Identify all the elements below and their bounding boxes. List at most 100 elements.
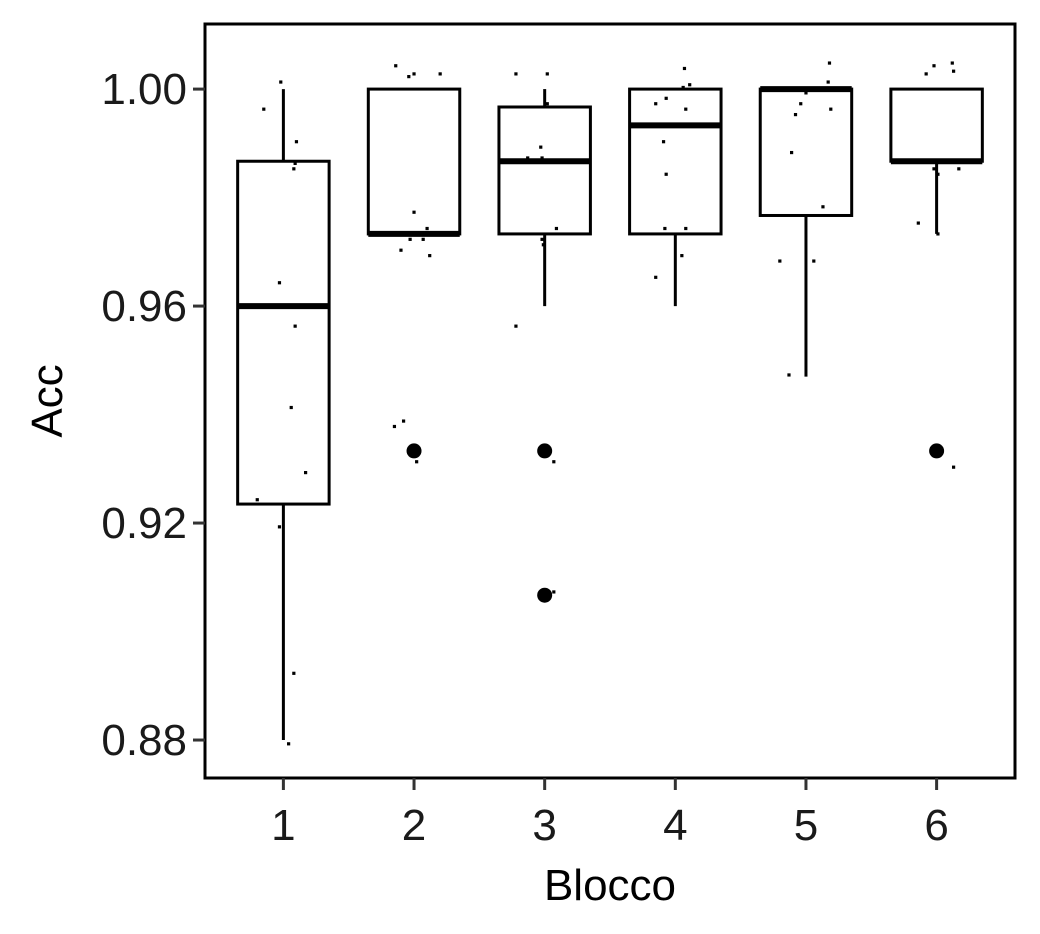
jitter-point bbox=[514, 324, 518, 328]
jitter-point bbox=[916, 221, 920, 225]
box bbox=[628, 87, 723, 236]
jitter-point bbox=[292, 671, 296, 675]
jitter-point bbox=[293, 161, 297, 166]
jitter-point bbox=[787, 373, 791, 377]
jitter-points bbox=[255, 61, 961, 746]
jitter-point bbox=[681, 85, 685, 90]
jitter-point bbox=[793, 112, 798, 117]
jitter-point bbox=[277, 525, 282, 529]
jitter-point bbox=[826, 80, 830, 84]
x-axis: 1 2 3 4 5 6 bbox=[271, 778, 949, 850]
jitter-point bbox=[293, 324, 297, 328]
jitter-point bbox=[279, 80, 283, 84]
jitter-point bbox=[541, 243, 545, 247]
jitter-point bbox=[514, 72, 518, 76]
jitter-point bbox=[412, 210, 416, 214]
jitter-point bbox=[957, 167, 961, 171]
jitter-point bbox=[421, 237, 425, 241]
jitter-point bbox=[554, 226, 559, 231]
y-axis-title: Acc bbox=[23, 364, 72, 437]
jitter-point bbox=[289, 405, 293, 410]
jitter-point bbox=[552, 590, 556, 594]
jitter-point bbox=[936, 172, 940, 176]
jitter-point bbox=[821, 205, 825, 209]
jitter-point bbox=[394, 64, 398, 68]
x-tick-label: 6 bbox=[924, 801, 948, 850]
jitter-point bbox=[661, 140, 666, 144]
jitter-point bbox=[664, 96, 668, 100]
box-group-2 bbox=[366, 87, 462, 459]
jitter-point bbox=[778, 259, 782, 263]
chart-marks bbox=[236, 61, 984, 746]
jitter-point bbox=[827, 61, 832, 65]
jitter-point bbox=[428, 254, 432, 258]
box bbox=[889, 87, 984, 163]
jitter-point bbox=[540, 237, 544, 241]
box-group-4 bbox=[628, 87, 723, 307]
jitter-point bbox=[540, 156, 544, 160]
outlier-point bbox=[537, 587, 553, 603]
jitter-point bbox=[932, 167, 936, 171]
jitter-point bbox=[545, 102, 549, 106]
jitter-point bbox=[663, 226, 667, 231]
y-tick-label: 0.92 bbox=[101, 499, 187, 548]
jitter-point bbox=[255, 498, 259, 502]
jitter-point bbox=[950, 61, 954, 65]
jitter-point bbox=[799, 102, 803, 106]
box bbox=[497, 105, 592, 236]
y-tick-label: 1.00 bbox=[101, 65, 187, 114]
jitter-point bbox=[951, 69, 956, 73]
x-tick-label: 1 bbox=[271, 801, 295, 850]
outlier-point bbox=[537, 443, 553, 459]
jitter-point bbox=[684, 107, 688, 111]
jitter-point bbox=[408, 237, 412, 241]
jitter-point bbox=[287, 742, 291, 746]
jitter-point bbox=[936, 232, 940, 236]
jitter-point bbox=[415, 460, 419, 464]
jitter-point bbox=[392, 424, 397, 429]
box-group-3 bbox=[497, 89, 592, 603]
jitter-point bbox=[401, 419, 406, 423]
outlier-point bbox=[406, 443, 422, 459]
x-tick-label: 3 bbox=[532, 801, 556, 850]
box-group-6 bbox=[889, 87, 984, 459]
jitter-point bbox=[924, 72, 928, 76]
jitter-point bbox=[412, 72, 416, 76]
outlier-point bbox=[929, 443, 945, 459]
jitter-point bbox=[688, 83, 692, 87]
box bbox=[236, 159, 331, 506]
box-group-1 bbox=[236, 89, 331, 741]
jitter-point bbox=[407, 75, 411, 79]
jitter-point bbox=[399, 248, 403, 252]
x-tick-label: 5 bbox=[794, 801, 818, 850]
y-tick-label: 0.96 bbox=[101, 282, 187, 331]
jitter-point bbox=[829, 107, 833, 111]
box bbox=[366, 87, 462, 236]
jitter-point bbox=[682, 66, 687, 71]
jitter-point bbox=[789, 150, 794, 155]
jitter-point bbox=[292, 167, 296, 171]
jitter-point bbox=[526, 156, 530, 160]
jitter-point bbox=[539, 145, 543, 149]
jitter-point bbox=[294, 140, 299, 144]
jitter-point bbox=[303, 471, 308, 475]
y-tick-label: 0.88 bbox=[101, 716, 187, 765]
jitter-point bbox=[654, 275, 658, 279]
jitter-point bbox=[951, 465, 956, 469]
jitter-point bbox=[684, 226, 688, 231]
jitter-point bbox=[932, 64, 936, 68]
jitter-point bbox=[277, 281, 282, 285]
box-group-5 bbox=[758, 86, 854, 377]
jitter-point bbox=[664, 172, 668, 176]
box bbox=[758, 87, 854, 217]
y-axis: 0.88 0.92 0.96 1.00 bbox=[101, 65, 205, 765]
jitter-point bbox=[812, 259, 816, 263]
jitter-point bbox=[804, 91, 808, 95]
x-tick-label: 4 bbox=[663, 801, 687, 850]
jitter-point bbox=[262, 107, 266, 111]
jitter-point bbox=[425, 226, 429, 231]
x-axis-title: Blocco bbox=[544, 861, 676, 910]
jitter-point bbox=[552, 460, 556, 464]
jitter-point bbox=[545, 72, 549, 76]
